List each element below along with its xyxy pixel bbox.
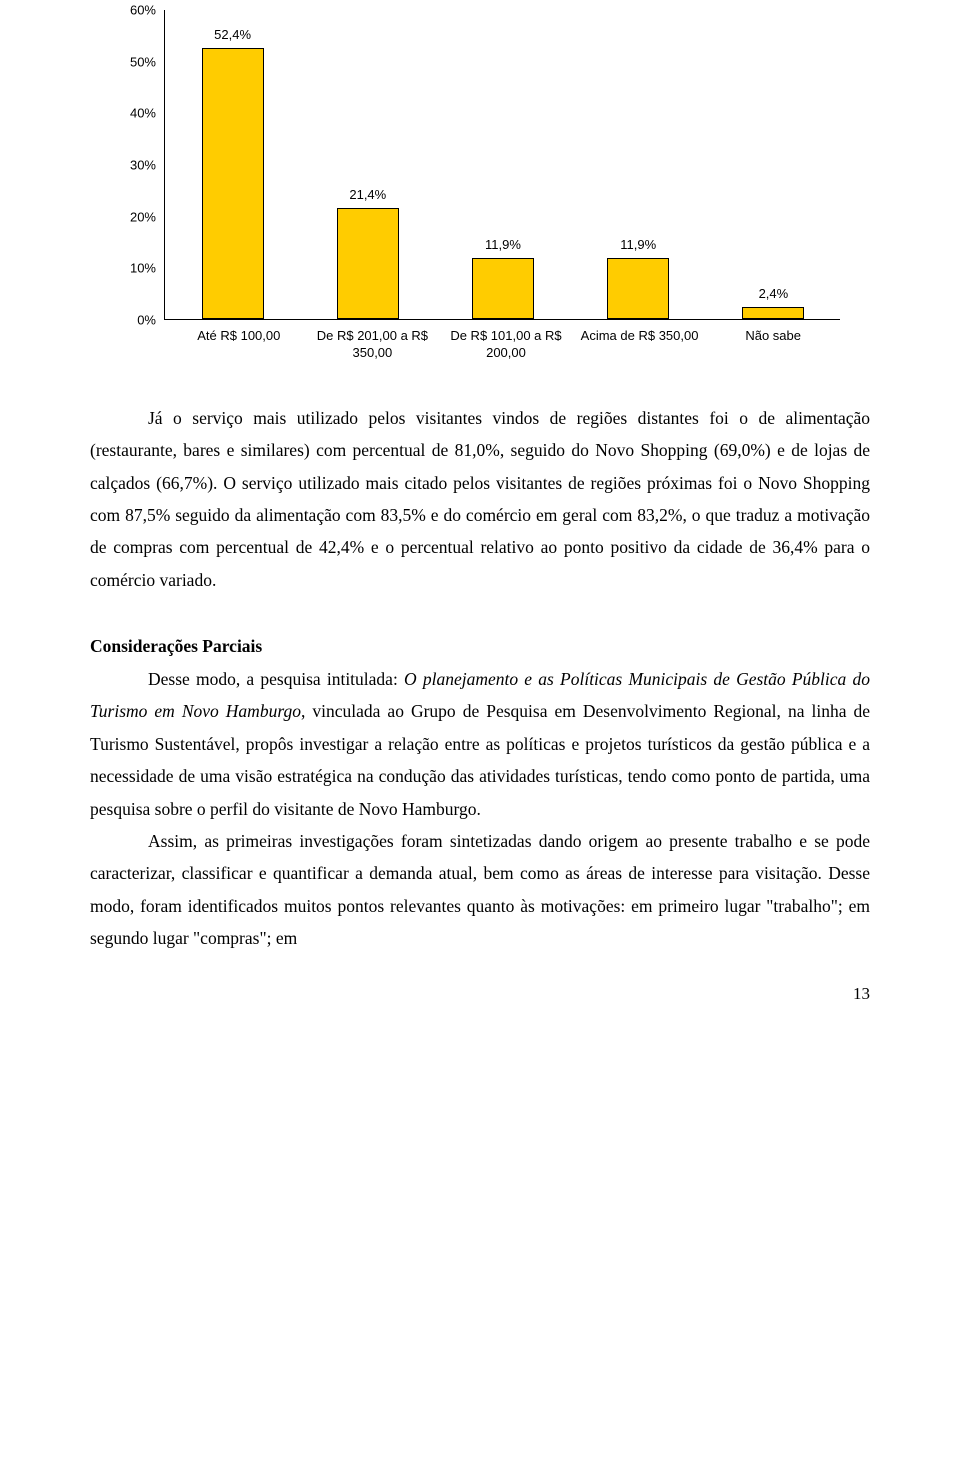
bar-group: 21,4% [337,187,399,319]
bar [742,307,804,319]
bar-group: 11,9% [607,237,669,319]
x-tick-label: Até R$ 100,00 [172,320,306,362]
y-tick-label: 20% [130,209,156,224]
bar-group: 52,4% [202,27,264,319]
body-paragraph-3: Assim, as primeiras investigações foram … [90,825,870,955]
chart-plot-area: 52,4% 21,4% 11,9% 11,9% 2,4% [164,10,840,320]
x-axis-labels: Até R$ 100,00De R$ 201,00 a R$350,00De R… [164,320,840,362]
bar-value-label: 11,9% [620,237,656,252]
y-tick-label: 60% [130,3,156,18]
bar [472,258,534,319]
y-tick-label: 10% [130,261,156,276]
section-heading: Considerações Parciais [90,636,870,657]
page-number: 13 [90,984,870,1004]
p2-lead: Desse modo, a pesquisa intitulada: [148,669,404,689]
bar-group: 11,9% [472,237,534,319]
chart-container: 0%10%20%30%40%50%60% 52,4%21,4%11,9%11,9… [120,10,840,362]
bar-group: 2,4% [742,286,804,319]
body-paragraph-2: Desse modo, a pesquisa intitulada: O pla… [90,663,870,825]
bar-value-label: 52,4% [214,27,251,42]
y-tick-label: 30% [130,158,156,173]
bar-value-label: 21,4% [349,187,386,202]
y-tick-label: 0% [137,313,156,328]
x-tick-label: De R$ 201,00 a R$350,00 [306,320,440,362]
bar-value-label: 11,9% [485,237,521,252]
x-tick-label: De R$ 101,00 a R$200,00 [439,320,573,362]
x-tick-label: Não sabe [706,320,840,362]
bar [337,208,399,319]
bar-value-label: 2,4% [759,286,789,301]
y-tick-label: 40% [130,106,156,121]
body-paragraph-1: Já o serviço mais utilizado pelos visita… [90,402,870,596]
x-tick-label: Acima de R$ 350,00 [573,320,707,362]
y-tick-label: 50% [130,54,156,69]
y-axis: 0%10%20%30%40%50%60% [120,10,164,320]
bar [607,258,669,319]
bar-chart: 0%10%20%30%40%50%60% 52,4%21,4%11,9%11,9… [120,10,840,320]
bar [202,48,264,319]
